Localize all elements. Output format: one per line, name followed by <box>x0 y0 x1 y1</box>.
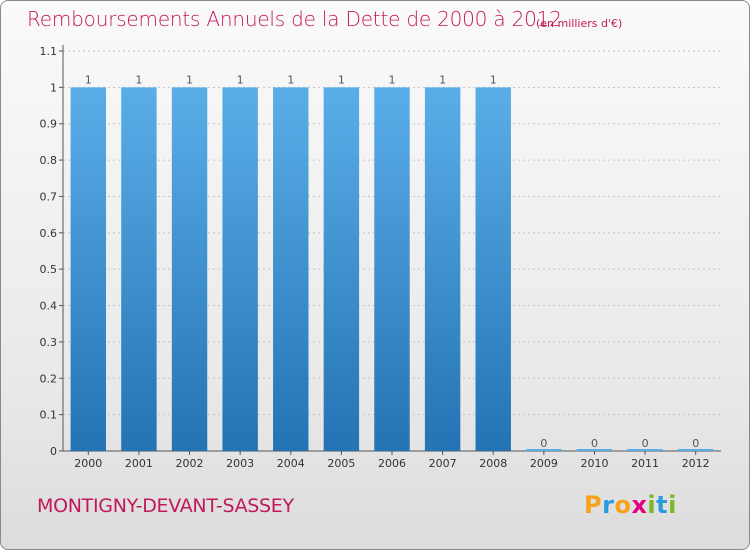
y-tick-label: 0.5 <box>40 263 58 276</box>
bar <box>424 87 461 451</box>
bar <box>323 87 360 451</box>
bar-value-label: 1 <box>85 73 92 86</box>
x-tick-label: 2008 <box>479 457 507 470</box>
bar-value-label: 1 <box>490 73 497 86</box>
logo-letter: P <box>584 491 603 519</box>
bar-value-label: 1 <box>338 73 345 86</box>
x-tick-label: 2011 <box>631 457 659 470</box>
x-tick-label: 2001 <box>125 457 153 470</box>
y-tick-label: 0 <box>50 445 57 458</box>
commune-name: MONTIGNY-DEVANT-SASSEY <box>37 495 294 517</box>
logo-letter: x <box>631 491 648 519</box>
y-tick-label: 0.9 <box>40 118 58 131</box>
y-tick-label: 0.6 <box>40 227 58 240</box>
y-tick-label: 0.8 <box>40 154 58 167</box>
bar-value-label: 1 <box>186 73 193 86</box>
bar-value-label: 0 <box>642 437 649 450</box>
logo-letter: o <box>614 491 632 519</box>
x-tick-label: 2004 <box>277 457 305 470</box>
y-tick-label: 0.4 <box>40 300 58 313</box>
x-tick-label: 2007 <box>429 457 457 470</box>
y-tick-label: 1.1 <box>40 45 58 58</box>
y-tick-label: 0.3 <box>40 336 58 349</box>
logo-letter: t <box>656 491 669 519</box>
bar-value-label: 1 <box>389 73 396 86</box>
bar-value-label: 0 <box>591 437 598 450</box>
logo-letter: r <box>602 491 615 519</box>
proxiti-logo: Proxiti <box>584 491 677 519</box>
x-tick-label: 2012 <box>682 457 710 470</box>
bar-value-label: 1 <box>287 73 294 86</box>
bar <box>171 87 208 451</box>
bar-value-label: 1 <box>439 73 446 86</box>
x-tick-label: 2005 <box>327 457 355 470</box>
bar <box>475 87 511 451</box>
bar <box>121 87 157 451</box>
logo-letter: i <box>668 491 677 519</box>
y-tick-label: 1 <box>50 81 57 94</box>
bar <box>222 87 258 451</box>
bar-value-label: 1 <box>135 73 142 86</box>
y-tick-label: 0.7 <box>40 190 58 203</box>
chart-title: Remboursements Annuels de la Dette de 20… <box>27 7 562 31</box>
chart-unit: (en milliers d'€) <box>536 17 623 30</box>
x-tick-label: 2003 <box>226 457 254 470</box>
bar-value-label: 0 <box>540 437 547 450</box>
bar-value-label: 0 <box>692 437 699 450</box>
bar <box>273 87 309 451</box>
x-tick-label: 2002 <box>176 457 204 470</box>
y-tick-label: 0.1 <box>40 409 58 422</box>
logo-letter: i <box>647 491 657 519</box>
x-tick-label: 2000 <box>74 457 102 470</box>
bar-value-label: 1 <box>237 73 244 86</box>
x-tick-label: 2006 <box>378 457 406 470</box>
bar <box>374 87 410 451</box>
bar <box>70 87 107 451</box>
x-tick-label: 2010 <box>580 457 608 470</box>
x-tick-label: 2009 <box>530 457 558 470</box>
y-tick-label: 0.2 <box>40 372 58 385</box>
